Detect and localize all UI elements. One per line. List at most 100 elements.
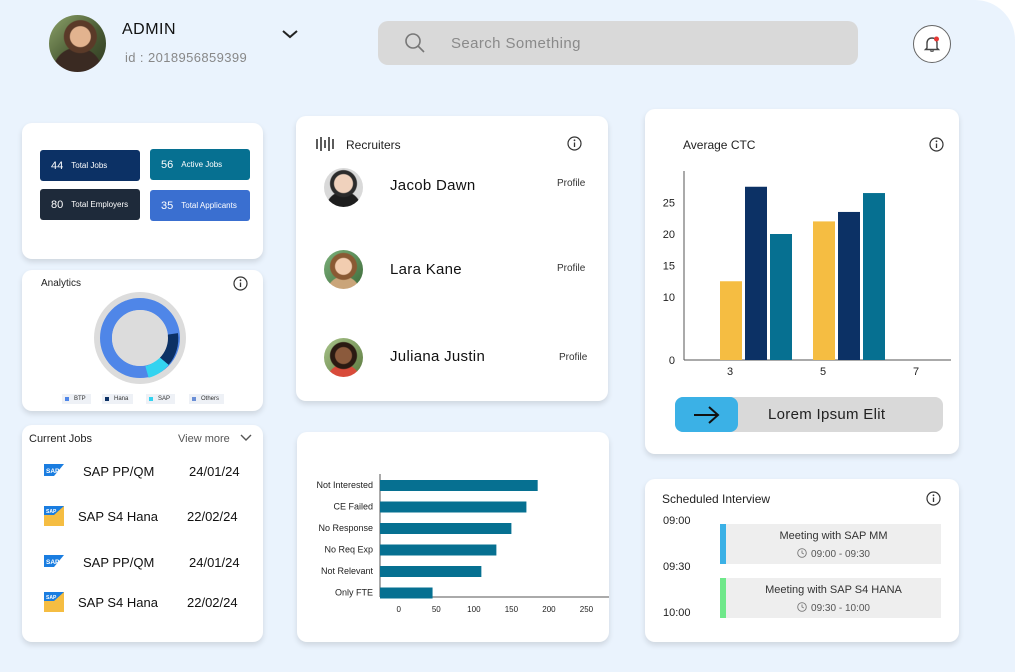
chart-bar	[380, 501, 527, 513]
recruiters-title: Recruiters	[346, 138, 401, 152]
current-jobs-card: Current Jobs View more SAP SAP PP/QM 24/…	[22, 425, 263, 642]
current-jobs-title: Current Jobs	[29, 433, 92, 445]
chart-bar	[863, 193, 885, 360]
job-name: SAP PP/QM	[83, 555, 155, 570]
job-date: 24/01/24	[189, 464, 240, 479]
meeting-item[interactable]: Meeting with SAP MM 09:00 - 09:30	[720, 524, 941, 564]
admin-id: id : 2018956859399	[125, 50, 248, 65]
clock-icon	[797, 548, 807, 558]
category-label: No Response	[318, 523, 373, 533]
analytics-card: Analytics BTP Hana SAP Others	[22, 270, 263, 411]
legend-others: Others	[189, 394, 225, 404]
admin-name: ADMIN	[122, 21, 177, 38]
x-tick-label: 5	[820, 366, 826, 378]
y-tick-label: 15	[663, 261, 675, 273]
y-tick-label: 0	[669, 355, 675, 367]
bell-icon	[923, 36, 941, 52]
y-tick-label: 20	[663, 229, 675, 241]
x-tick-label: 150	[505, 605, 519, 614]
job-row[interactable]: SAP SAP PP/QM 24/01/24	[22, 550, 262, 574]
y-tick-label: 10	[663, 292, 675, 304]
legend-sap: SAP	[146, 394, 176, 404]
svg-text:SAP: SAP	[46, 559, 60, 566]
recruiter-profile-link[interactable]: Profile	[557, 263, 586, 274]
meeting-time: 09:30 - 10:00	[726, 602, 941, 614]
svg-text:SAP: SAP	[46, 468, 60, 475]
chart-bar	[380, 523, 512, 534]
job-name: SAP S4 Hana	[78, 509, 158, 524]
donut-segment-sap	[145, 356, 169, 378]
recruiter-name: Lara Kane	[390, 261, 462, 278]
chevron-down-icon[interactable]	[280, 26, 300, 42]
category-label: Only FTE	[335, 588, 373, 598]
recruiters-card: Recruiters Jacob Dawn Profile Lara Kane …	[296, 116, 608, 401]
stat-total-jobs[interactable]: 44 Total Jobs	[40, 150, 140, 181]
sap-logo-icon: SAP	[44, 464, 64, 476]
legend-btp: BTP	[62, 394, 91, 404]
status-chart-card: Not Interested CE Failed No Response No Req…	[297, 432, 609, 642]
status-bar-chart: Not Interested CE Failed No Response No Req…	[316, 474, 609, 614]
scheduled-interview-title: Scheduled Interview	[662, 492, 771, 506]
stat-active-jobs[interactable]: 56 Active Jobs	[150, 149, 250, 180]
category-label: No Req Exp	[324, 545, 373, 555]
x-tick-label: 7	[913, 366, 919, 378]
category-label: CE Failed	[333, 502, 373, 512]
average-ctc-card: Average CTC 0 10 15 20 25 3 5 7	[645, 109, 959, 454]
meeting-item[interactable]: Meeting with SAP S4 HANA 09:30 - 10:00	[720, 578, 941, 618]
search-bar[interactable]	[378, 21, 858, 65]
x-tick-label: 0	[397, 605, 402, 614]
chevron-down-icon[interactable]	[240, 433, 252, 443]
x-tick-label: 3	[727, 366, 733, 378]
x-tick-label: 100	[467, 605, 481, 614]
job-date: 24/01/24	[189, 555, 240, 570]
chart-bar	[770, 234, 792, 360]
notification-button[interactable]	[913, 25, 951, 63]
job-name: SAP S4 Hana	[78, 595, 158, 610]
lorem-ipsum-button[interactable]: Lorem Ipsum Elit	[675, 397, 943, 432]
chart-bar	[380, 587, 433, 599]
time-label: 10:00	[663, 607, 691, 619]
chart-bar	[380, 566, 482, 577]
job-row[interactable]: SAP SAP S4 Hana 22/02/24	[22, 590, 262, 614]
meeting-title: Meeting with SAP S4 HANA	[765, 584, 902, 596]
chart-bar	[380, 544, 497, 556]
category-label: Not Interested	[316, 480, 373, 490]
chart-bar	[838, 211, 860, 360]
sap-logo-icon: SAP	[44, 555, 64, 567]
chart-bar	[380, 480, 538, 491]
job-row[interactable]: SAP SAP PP/QM 24/01/24	[22, 459, 262, 483]
stats-card: 44 Total Jobs 56 Active Jobs 80 Total Emplo…	[22, 123, 263, 259]
x-tick-label: 200	[542, 605, 556, 614]
chart-bar	[745, 186, 767, 360]
stat-total-applicants[interactable]: 35 Total Applicants	[150, 190, 250, 221]
job-date: 22/02/24	[187, 595, 238, 610]
arrow-right-icon	[675, 397, 738, 432]
chart-bar	[720, 281, 742, 360]
meeting-color-stripe	[720, 578, 726, 618]
clock-icon	[797, 602, 807, 612]
svg-text:SAP: SAP	[46, 509, 57, 515]
recruiter-profile-link[interactable]: Profile	[557, 178, 586, 189]
cta-label: Lorem Ipsum Elit	[768, 406, 886, 423]
average-ctc-bar-chart: 0 10 15 20 25 3 5 7	[663, 171, 951, 378]
meeting-color-stripe	[720, 524, 726, 564]
search-input[interactable]	[451, 34, 811, 52]
info-icon[interactable]	[233, 276, 248, 291]
sap-s4-logo-icon: SAP	[44, 506, 64, 526]
view-more-link[interactable]: View more	[178, 433, 230, 445]
recruiter-profile-link[interactable]: Profile	[559, 352, 588, 363]
time-label: 09:00	[663, 515, 691, 527]
stat-total-employers[interactable]: 80 Total Employers	[40, 189, 140, 220]
analytics-donut-chart	[94, 292, 186, 384]
info-icon[interactable]	[929, 137, 944, 152]
job-row[interactable]: SAP SAP S4 Hana 22/02/24	[22, 504, 262, 528]
recruiter-avatar[interactable]	[324, 338, 363, 377]
recruiter-avatar[interactable]	[324, 168, 363, 207]
recruiter-name: Juliana Justin	[390, 348, 486, 365]
info-icon[interactable]	[926, 491, 941, 506]
recruiter-avatar[interactable]	[324, 250, 363, 289]
admin-avatar[interactable]	[49, 15, 106, 72]
info-icon[interactable]	[567, 136, 582, 151]
recruiter-name: Jacob Dawn	[390, 177, 476, 194]
x-tick-label: 50	[432, 605, 441, 614]
